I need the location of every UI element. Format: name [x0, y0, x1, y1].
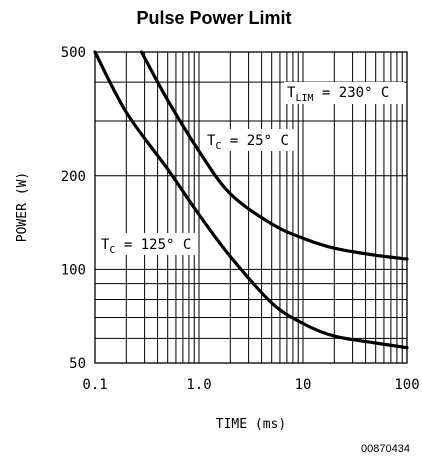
- annotation-tc-125: TC = 125° C: [99, 233, 197, 256]
- annotation-tlim: TLIM = 230° C: [284, 82, 404, 104]
- x-tick-label: 10: [295, 377, 312, 393]
- annotation-tc25-rest: = 25° C: [221, 133, 288, 149]
- figure-code: 00870434: [361, 443, 410, 455]
- series-line-0: [139, 50, 409, 261]
- y-axis-label: POWER (W): [15, 172, 30, 242]
- annotation-tc125-rest: = 125° C: [115, 237, 191, 253]
- y-tick-label: 500: [61, 45, 86, 61]
- curves: [93, 50, 409, 350]
- svg-text:TC = 125° C: TC = 125° C: [101, 237, 191, 256]
- x-tick-label: 0.1: [82, 377, 107, 393]
- y-tick-label: 50: [69, 356, 86, 372]
- annotation-tc125-main: T: [101, 237, 110, 253]
- x-tick-label: 100: [394, 377, 419, 393]
- annotation-tlim-rest: = 230° C: [314, 85, 390, 101]
- x-tick-label: 1.0: [186, 377, 211, 393]
- y-tick-label: 200: [61, 169, 86, 185]
- chart-title: Pulse Power Limit: [136, 8, 291, 28]
- annotation-tlim-sub: LIM: [295, 93, 313, 104]
- annotation-tc25-main: T: [207, 133, 216, 149]
- series-line-1: [93, 50, 409, 350]
- svg-text:TLIM = 230° C: TLIM = 230° C: [287, 85, 389, 104]
- y-tick-label: 100: [61, 262, 86, 278]
- annotation-tlim-main: T: [287, 85, 296, 101]
- x-axis-label: TIME (ms): [216, 417, 286, 432]
- plot-frame: [94, 51, 408, 364]
- svg-text:TC = 25° C: TC = 25° C: [207, 133, 289, 152]
- tick-labels: 0.1 1.0 10 100 50 100 200 500: [61, 45, 420, 393]
- annotation-tc125-sub: C: [109, 245, 115, 256]
- annotation-tc-25: TC = 25° C: [205, 129, 297, 152]
- annotation-tc25-sub: C: [215, 141, 221, 152]
